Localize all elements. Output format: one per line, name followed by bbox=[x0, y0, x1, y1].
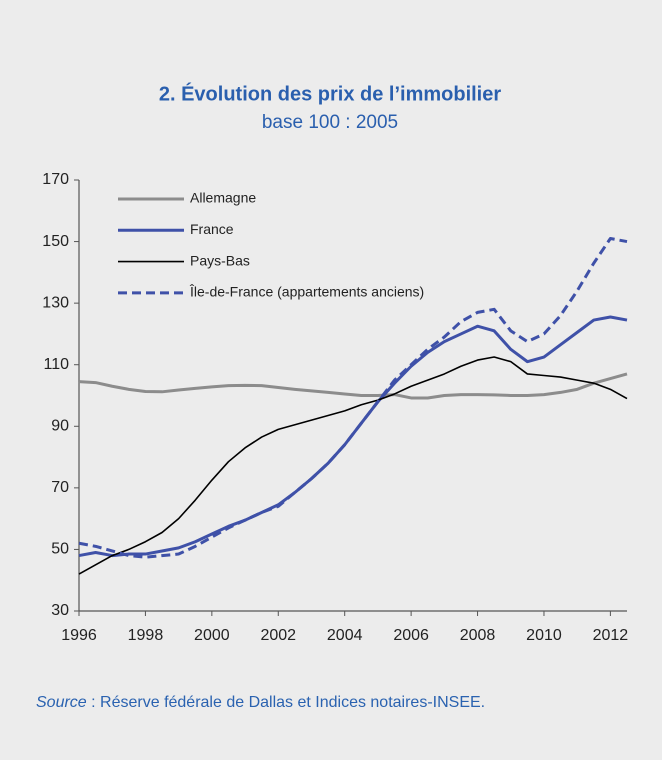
legend-label: Île-de-France (appartements anciens) bbox=[189, 284, 424, 300]
y-tick-label: 50 bbox=[51, 541, 69, 558]
source: Source : Réserve fédérale de Dallas et I… bbox=[36, 694, 485, 711]
x-tick-label: 2012 bbox=[593, 627, 629, 644]
series-line bbox=[78, 356, 628, 575]
y-tick-label: 70 bbox=[51, 479, 69, 496]
x-tick-label: 2006 bbox=[393, 627, 429, 644]
x-tick-label: 2010 bbox=[526, 627, 562, 644]
x-tick-label: 2000 bbox=[194, 627, 230, 644]
x-tick-label: 1996 bbox=[61, 627, 97, 644]
legend-label: Pays-Bas bbox=[190, 252, 250, 268]
legend-label: France bbox=[190, 221, 234, 237]
y-tick-label: 90 bbox=[51, 418, 69, 435]
x-tick-label: 2008 bbox=[460, 627, 496, 644]
y-tick-label: 30 bbox=[51, 602, 69, 619]
source-text: : Réserve fédérale de Dallas et Indices … bbox=[87, 694, 485, 711]
series-line bbox=[78, 236, 628, 559]
y-tick-label: 170 bbox=[42, 171, 69, 188]
source-label: Source bbox=[36, 694, 87, 711]
y-tick-label: 130 bbox=[42, 294, 69, 311]
series-line bbox=[78, 372, 628, 400]
x-tick-label: 2004 bbox=[327, 627, 363, 644]
y-tick-label: 110 bbox=[43, 356, 69, 373]
chart-subtitle: base 100 : 2005 bbox=[262, 112, 398, 133]
chart-title: 2. Évolution des prix de l’immobilier bbox=[159, 82, 502, 105]
x-tick-label: 2002 bbox=[260, 627, 296, 644]
y-tick-label: 150 bbox=[42, 233, 69, 250]
x-tick-label: 1998 bbox=[128, 627, 164, 644]
legend-label: Allemagne bbox=[190, 190, 256, 206]
